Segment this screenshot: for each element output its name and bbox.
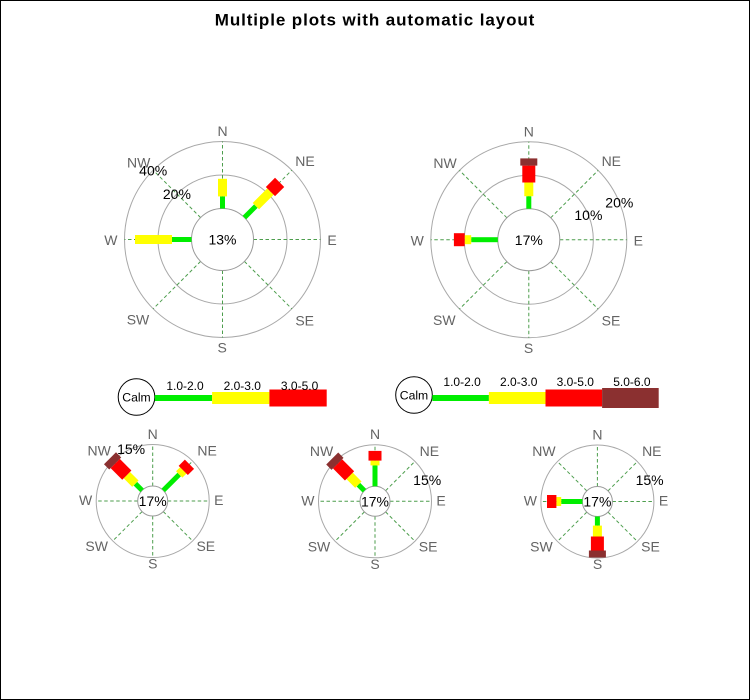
svg-text:Calm: Calm	[122, 390, 150, 404]
svg-text:W: W	[524, 493, 538, 509]
svg-text:2.0-3.0: 2.0-3.0	[224, 379, 262, 393]
svg-text:E: E	[634, 232, 643, 248]
svg-text:SW: SW	[85, 538, 108, 554]
svg-text:5.0-6.0: 5.0-6.0	[613, 375, 651, 389]
svg-text:NE: NE	[642, 443, 661, 459]
svg-text:15%: 15%	[636, 472, 664, 488]
svg-text:10%: 10%	[574, 207, 602, 223]
svg-text:W: W	[301, 492, 315, 508]
svg-text:20%: 20%	[605, 194, 633, 210]
svg-text:NW: NW	[532, 443, 556, 459]
svg-text:SW: SW	[308, 539, 331, 555]
svg-text:NW: NW	[310, 443, 334, 459]
svg-text:S: S	[218, 340, 227, 356]
svg-text:SW: SW	[433, 312, 456, 328]
svg-text:3.0-5.0: 3.0-5.0	[557, 375, 595, 389]
svg-text:W: W	[104, 232, 118, 248]
svg-text:3.0-5.0: 3.0-5.0	[281, 379, 319, 393]
svg-text:2.0-3.0: 2.0-3.0	[500, 375, 538, 389]
svg-text:17%: 17%	[139, 493, 167, 509]
svg-text:13%: 13%	[208, 232, 236, 248]
svg-text:NE: NE	[197, 443, 216, 459]
svg-text:NW: NW	[127, 155, 151, 171]
svg-text:Calm: Calm	[400, 388, 428, 402]
svg-text:NE: NE	[295, 153, 314, 169]
svg-text:20%: 20%	[163, 186, 191, 202]
svg-text:NW: NW	[433, 155, 457, 171]
svg-text:SE: SE	[602, 313, 621, 329]
svg-text:S: S	[370, 556, 379, 572]
svg-text:S: S	[148, 556, 157, 572]
svg-text:SE: SE	[295, 313, 314, 329]
svg-text:17%: 17%	[361, 493, 389, 509]
svg-text:SE: SE	[641, 539, 660, 555]
svg-text:S: S	[524, 340, 533, 356]
svg-text:E: E	[436, 492, 445, 508]
svg-text:W: W	[79, 492, 93, 508]
svg-text:N: N	[148, 426, 158, 442]
svg-text:E: E	[214, 492, 223, 508]
svg-text:N: N	[370, 426, 380, 442]
svg-text:N: N	[524, 123, 534, 139]
svg-text:N: N	[592, 426, 602, 442]
svg-text:E: E	[659, 493, 668, 509]
svg-text:Multiple plots with automatic: Multiple plots with automatic layout	[215, 10, 535, 29]
svg-text:SW: SW	[127, 312, 150, 328]
svg-text:1.0-2.0: 1.0-2.0	[166, 379, 204, 393]
svg-text:15%: 15%	[413, 472, 441, 488]
svg-text:1.0-2.0: 1.0-2.0	[443, 375, 481, 389]
svg-text:NE: NE	[602, 153, 621, 169]
svg-text:N: N	[217, 123, 227, 139]
svg-text:NE: NE	[420, 443, 439, 459]
svg-text:S: S	[593, 556, 602, 572]
svg-text:E: E	[327, 232, 336, 248]
svg-text:15%: 15%	[117, 441, 145, 457]
svg-text:SW: SW	[530, 539, 553, 555]
svg-text:17%: 17%	[515, 232, 543, 248]
svg-text:SE: SE	[196, 538, 215, 554]
svg-text:17%: 17%	[583, 494, 611, 510]
svg-text:40%: 40%	[139, 162, 167, 178]
svg-text:SE: SE	[419, 539, 438, 555]
svg-text:NW: NW	[88, 443, 112, 459]
svg-text:W: W	[411, 232, 425, 248]
